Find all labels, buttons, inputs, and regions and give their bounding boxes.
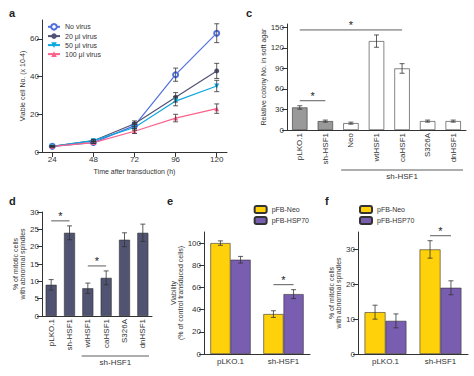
- svg-text:*: *: [438, 225, 443, 237]
- svg-text:30: 30: [346, 245, 355, 254]
- svg-text:100 μl virus: 100 μl virus: [65, 51, 101, 59]
- svg-text:0: 0: [351, 350, 356, 359]
- svg-text:% of mitotic cells: % of mitotic cells: [12, 237, 19, 290]
- svg-text:sh-HSF1: sh-HSF1: [321, 132, 330, 164]
- svg-text:60: 60: [30, 34, 39, 43]
- svg-text:caHSF1: caHSF1: [102, 318, 111, 347]
- svg-text:20 μl virus: 20 μl virus: [65, 33, 98, 41]
- svg-text:sh-HSF1: sh-HSF1: [268, 357, 300, 366]
- svg-text:10: 10: [30, 277, 39, 286]
- svg-text:dnHSF1: dnHSF1: [138, 318, 147, 348]
- svg-text:(% of control transduced cells: (% of control transduced cells): [177, 246, 185, 340]
- svg-text:d: d: [9, 195, 16, 207]
- svg-text:120: 120: [271, 43, 285, 52]
- svg-text:96: 96: [171, 155, 180, 164]
- svg-text:150: 150: [271, 23, 285, 32]
- svg-text:25: 25: [30, 225, 39, 234]
- svg-text:5: 5: [35, 294, 40, 303]
- svg-text:0: 0: [197, 350, 202, 359]
- svg-text:48: 48: [89, 155, 98, 164]
- svg-text:Neo: Neo: [346, 132, 355, 147]
- svg-text:60: 60: [192, 283, 201, 292]
- svg-text:15: 15: [30, 260, 39, 269]
- svg-text:100: 100: [188, 239, 202, 248]
- svg-text:50 μl virus: 50 μl virus: [65, 42, 98, 50]
- svg-text:30: 30: [30, 208, 39, 217]
- svg-text:sh-HSF1: sh-HSF1: [425, 357, 457, 366]
- svg-text:c: c: [246, 7, 252, 19]
- svg-text:% of mitotic cells: % of mitotic cells: [328, 266, 335, 319]
- svg-text:S326A: S326A: [120, 318, 129, 343]
- svg-text:24: 24: [48, 155, 57, 164]
- svg-text:80: 80: [192, 261, 201, 270]
- svg-text:dnHSF1: dnHSF1: [449, 132, 458, 162]
- svg-text:wtHSF1: wtHSF1: [83, 318, 92, 348]
- svg-text:*: *: [95, 255, 100, 267]
- svg-text:0: 0: [35, 148, 40, 157]
- svg-text:72: 72: [130, 155, 139, 164]
- svg-text:sh-HSF1: sh-HSF1: [386, 172, 418, 181]
- svg-text:pLKO.1: pLKO.1: [372, 357, 400, 366]
- svg-text:pLKO.1: pLKO.1: [295, 132, 304, 160]
- svg-text:a: a: [9, 7, 16, 19]
- svg-text:20: 20: [30, 242, 39, 251]
- svg-text:pLKO.1: pLKO.1: [47, 318, 56, 346]
- svg-text:f: f: [325, 195, 329, 207]
- svg-text:40: 40: [192, 305, 201, 314]
- svg-text:40: 40: [30, 72, 39, 81]
- svg-text:10: 10: [346, 315, 355, 324]
- svg-text:*: *: [58, 210, 63, 222]
- svg-text:120: 120: [210, 155, 224, 164]
- svg-text:e: e: [167, 195, 173, 207]
- svg-text:pFB-Neo: pFB-Neo: [377, 206, 405, 214]
- svg-text:No virus: No virus: [65, 23, 91, 30]
- svg-text:pFB-Neo: pFB-Neo: [272, 206, 300, 214]
- svg-text:*: *: [349, 19, 354, 31]
- svg-text:sh-HSF1: sh-HSF1: [65, 318, 74, 350]
- svg-text:Viability: Viability: [169, 281, 177, 305]
- svg-text:30: 30: [275, 105, 284, 114]
- svg-text:Relative colony No. in soft ag: Relative colony No. in soft agar: [260, 28, 268, 126]
- svg-text:sh-HSF1: sh-HSF1: [100, 358, 132, 367]
- svg-text:0: 0: [35, 312, 40, 321]
- svg-text:wtHSF1: wtHSF1: [372, 132, 381, 162]
- svg-text:pFB-HSP70: pFB-HSP70: [272, 217, 309, 225]
- svg-text:Time after transduction (h): Time after transduction (h): [94, 168, 176, 176]
- svg-text:caHSF1: caHSF1: [398, 132, 407, 161]
- svg-text:S326A: S326A: [423, 132, 432, 157]
- svg-text:90: 90: [275, 64, 284, 73]
- svg-text:20: 20: [346, 280, 355, 289]
- svg-text:*: *: [310, 90, 315, 102]
- svg-text:20: 20: [30, 110, 39, 119]
- svg-text:with abnormal spindles: with abnormal spindles: [19, 228, 27, 301]
- svg-text:60: 60: [275, 84, 284, 93]
- svg-text:Viable cell No. (x 10-4): Viable cell No. (x 10-4): [19, 51, 27, 122]
- svg-text:pFB-HSP70: pFB-HSP70: [377, 217, 414, 225]
- svg-text:with abnormal spindles: with abnormal spindles: [335, 257, 343, 330]
- svg-text:*: *: [281, 274, 286, 286]
- svg-text:20: 20: [192, 327, 201, 336]
- svg-text:pLKO.1: pLKO.1: [217, 357, 245, 366]
- svg-text:0: 0: [280, 126, 285, 135]
